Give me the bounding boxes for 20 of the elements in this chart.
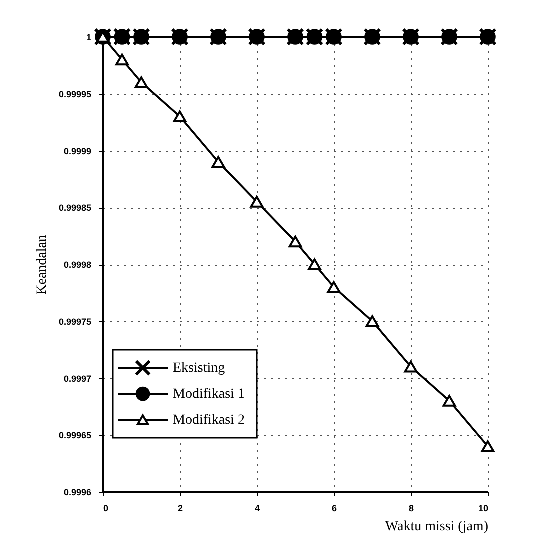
legend-label: Eksisting (173, 361, 226, 376)
y-tick-label: 0.9997 (64, 374, 92, 384)
x-tick-label: 2 (178, 504, 184, 514)
x-tick-label: 8 (408, 504, 414, 514)
y-tick-label: 0.99995 (58, 89, 92, 100)
legend-label: Modifikasi 2 (173, 413, 245, 428)
y-tick-label: 0.99965 (58, 430, 92, 441)
x-tick-label: 0 (104, 504, 109, 514)
y-tick-label: 0.99975 (58, 316, 92, 327)
y-tick-label: 0.9998 (64, 260, 92, 270)
x-tick-label: 10 (478, 504, 488, 514)
x-axis-title: Waktu missi (jam) (385, 520, 489, 534)
y-tick-label: 0.99985 (58, 203, 92, 214)
legend-label: Modifikasi 1 (173, 387, 245, 402)
y-tick-label: 0.9999 (64, 146, 92, 156)
y-axis-title: Keandalan (34, 235, 50, 295)
x-tick-label: 4 (254, 504, 260, 514)
y-tick-label: 1 (86, 32, 92, 42)
x-tick-label: 6 (332, 504, 338, 514)
y-tick-label: 0.9996 (64, 488, 92, 498)
